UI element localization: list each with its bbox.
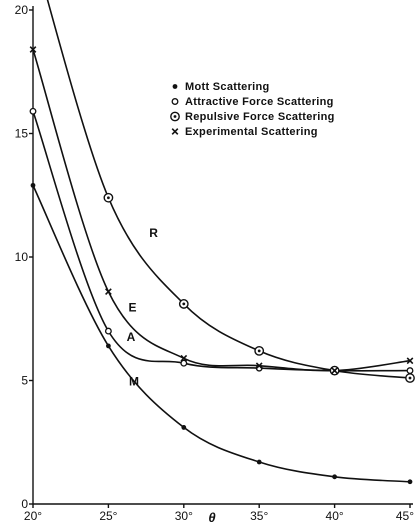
marker-center — [182, 302, 186, 306]
x-tick-label: 30° — [175, 509, 193, 523]
legend: Mott Scattering Attractive Force Scatteri… — [170, 81, 335, 138]
y-tick-label: 0 — [21, 497, 28, 511]
marker-center — [107, 196, 110, 200]
data-point-filled — [30, 182, 36, 188]
x-stroke-b — [105, 288, 112, 295]
data-point-x — [171, 128, 179, 135]
data-point-circled-dot — [405, 373, 415, 383]
legend-entry-label: Mott Scattering — [185, 81, 270, 93]
data-point-open — [180, 359, 188, 367]
data-point-x — [29, 46, 37, 53]
data-point-open — [171, 98, 179, 105]
data-point-x — [105, 288, 112, 295]
data-point-open — [104, 327, 112, 335]
data-point-filled — [181, 425, 187, 430]
curves — [32, 0, 411, 483]
data-point-filled — [256, 459, 262, 465]
x-stroke-b — [255, 362, 263, 370]
x-stroke-b — [406, 357, 414, 365]
marker-center — [257, 349, 261, 353]
legend-entry-label: Experimental Scattering — [185, 126, 318, 138]
tick-labels: 0 5 10 15 20 20° 25° 30° 35° 40° 45° — [15, 3, 415, 523]
data-point-x — [406, 357, 414, 365]
y-tick-label: 15 — [15, 127, 29, 141]
legend-entry-label: Repulsive Force Scattering — [185, 111, 335, 123]
data-point-circled-dot — [103, 192, 114, 203]
data-point-open — [406, 367, 414, 375]
data-point-x — [180, 354, 188, 362]
y-tick-label: 10 — [15, 250, 29, 264]
x-tick-label: 25° — [99, 509, 117, 523]
axes — [29, 6, 413, 508]
x-tick-label: 35° — [250, 509, 268, 523]
data-point-open — [29, 107, 37, 115]
curve-label-m: M — [129, 374, 139, 388]
data-point-circled-dot — [254, 345, 265, 356]
data-point-filled — [407, 479, 413, 485]
y-tick-label: 20 — [15, 3, 29, 17]
marker-center — [173, 115, 177, 118]
y-tick-label: 5 — [21, 374, 28, 388]
x-stroke-b — [331, 367, 338, 374]
curve-label-e: E — [129, 300, 137, 314]
x-tick-label: 40° — [326, 509, 344, 523]
data-point-filled — [332, 474, 337, 480]
data-point-x — [255, 362, 263, 370]
data-point-filled — [106, 343, 111, 349]
curve-label-r: R — [149, 226, 158, 240]
x-stroke-b — [171, 128, 179, 135]
x-stroke-b — [180, 354, 188, 362]
marker-center — [408, 376, 412, 380]
x-stroke-b — [29, 46, 37, 53]
data-point-circled-dot — [170, 111, 180, 122]
curve-label-a: A — [127, 330, 136, 344]
series-line-r — [46, 0, 411, 379]
x-tick-label: 20° — [24, 509, 42, 523]
curve-labels: M A R E — [127, 226, 159, 388]
data-point-circled-dot — [178, 299, 189, 309]
x-tick-label: 45° — [396, 509, 414, 523]
markers — [29, 46, 415, 485]
legend-entry-label: Attractive Force Scattering — [185, 96, 334, 108]
data-point-filled — [172, 84, 178, 89]
data-point-x — [331, 367, 338, 374]
x-axis-title: θ — [208, 510, 215, 525]
